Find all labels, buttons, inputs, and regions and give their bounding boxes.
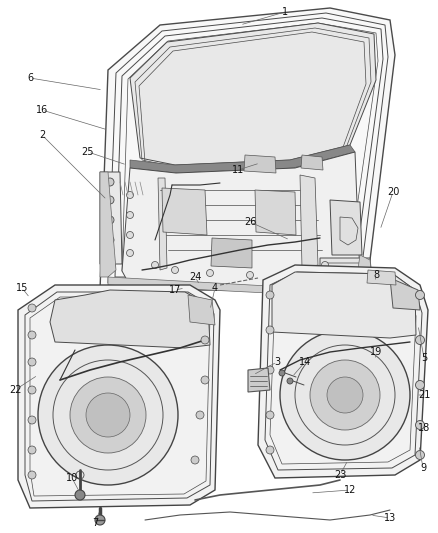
Polygon shape bbox=[330, 200, 362, 255]
Text: 10: 10 bbox=[66, 473, 78, 483]
Text: 25: 25 bbox=[82, 147, 94, 157]
Text: 11: 11 bbox=[232, 165, 244, 175]
Polygon shape bbox=[367, 270, 396, 285]
Circle shape bbox=[416, 335, 424, 344]
Circle shape bbox=[196, 304, 204, 312]
Circle shape bbox=[191, 456, 199, 464]
Circle shape bbox=[28, 331, 36, 339]
Text: 24: 24 bbox=[189, 272, 201, 282]
Circle shape bbox=[127, 191, 134, 198]
Polygon shape bbox=[158, 178, 167, 270]
Text: 8: 8 bbox=[373, 270, 379, 280]
Circle shape bbox=[416, 450, 424, 459]
Polygon shape bbox=[100, 172, 122, 264]
Circle shape bbox=[279, 370, 285, 376]
Polygon shape bbox=[108, 277, 348, 297]
Circle shape bbox=[206, 270, 213, 277]
Text: 2: 2 bbox=[39, 130, 45, 140]
Circle shape bbox=[201, 376, 209, 384]
Circle shape bbox=[327, 377, 363, 413]
Circle shape bbox=[416, 381, 424, 390]
Polygon shape bbox=[100, 172, 116, 277]
Polygon shape bbox=[100, 8, 395, 290]
Circle shape bbox=[28, 416, 36, 424]
Circle shape bbox=[106, 196, 114, 204]
Circle shape bbox=[172, 266, 179, 273]
Text: 1: 1 bbox=[282, 7, 288, 17]
Text: 6: 6 bbox=[27, 73, 33, 83]
Circle shape bbox=[201, 336, 209, 344]
Circle shape bbox=[310, 360, 380, 430]
Text: 13: 13 bbox=[384, 513, 396, 523]
Polygon shape bbox=[211, 238, 252, 268]
Text: 18: 18 bbox=[418, 423, 430, 433]
Circle shape bbox=[28, 304, 36, 312]
Circle shape bbox=[28, 471, 36, 479]
Circle shape bbox=[266, 291, 274, 299]
Circle shape bbox=[127, 249, 134, 256]
Circle shape bbox=[287, 378, 293, 384]
Circle shape bbox=[106, 254, 114, 262]
Text: 21: 21 bbox=[418, 390, 430, 400]
Text: 15: 15 bbox=[16, 283, 28, 293]
Polygon shape bbox=[50, 290, 210, 348]
Text: 7: 7 bbox=[92, 518, 98, 528]
Polygon shape bbox=[122, 152, 360, 292]
Polygon shape bbox=[130, 145, 355, 173]
Circle shape bbox=[86, 393, 130, 437]
Circle shape bbox=[70, 377, 146, 453]
Text: 14: 14 bbox=[299, 357, 311, 367]
Circle shape bbox=[106, 216, 114, 224]
Circle shape bbox=[416, 290, 424, 300]
Polygon shape bbox=[255, 190, 296, 235]
Polygon shape bbox=[258, 265, 428, 478]
Circle shape bbox=[28, 446, 36, 454]
Circle shape bbox=[286, 269, 293, 276]
Text: 12: 12 bbox=[344, 485, 356, 495]
Polygon shape bbox=[320, 258, 373, 290]
Circle shape bbox=[28, 386, 36, 394]
Text: 19: 19 bbox=[370, 347, 382, 357]
Circle shape bbox=[127, 231, 134, 238]
Polygon shape bbox=[38, 340, 78, 390]
Circle shape bbox=[266, 366, 274, 374]
Circle shape bbox=[280, 330, 410, 460]
Text: 9: 9 bbox=[420, 463, 426, 473]
Circle shape bbox=[152, 262, 159, 269]
Text: 23: 23 bbox=[334, 470, 346, 480]
Polygon shape bbox=[244, 155, 276, 173]
Circle shape bbox=[247, 271, 254, 279]
Circle shape bbox=[266, 411, 274, 419]
Polygon shape bbox=[390, 278, 420, 310]
Circle shape bbox=[28, 358, 36, 366]
Circle shape bbox=[106, 236, 114, 244]
Polygon shape bbox=[300, 175, 318, 268]
Text: 17: 17 bbox=[169, 285, 181, 295]
Circle shape bbox=[106, 178, 114, 186]
Text: 16: 16 bbox=[36, 105, 48, 115]
Circle shape bbox=[321, 262, 328, 269]
Text: 20: 20 bbox=[387, 187, 399, 197]
Circle shape bbox=[75, 490, 85, 500]
Text: 3: 3 bbox=[274, 357, 280, 367]
Circle shape bbox=[266, 326, 274, 334]
Text: 22: 22 bbox=[9, 385, 21, 395]
Polygon shape bbox=[355, 255, 373, 295]
Polygon shape bbox=[272, 272, 416, 338]
Text: 4: 4 bbox=[212, 283, 218, 293]
Circle shape bbox=[266, 446, 274, 454]
Circle shape bbox=[196, 411, 204, 419]
Polygon shape bbox=[130, 23, 376, 165]
Text: 26: 26 bbox=[244, 217, 256, 227]
Circle shape bbox=[416, 421, 424, 430]
Polygon shape bbox=[248, 368, 270, 392]
Circle shape bbox=[95, 515, 105, 525]
Polygon shape bbox=[188, 295, 215, 325]
Polygon shape bbox=[301, 155, 323, 170]
Circle shape bbox=[127, 212, 134, 219]
Polygon shape bbox=[18, 285, 220, 508]
Text: 5: 5 bbox=[421, 353, 427, 363]
Polygon shape bbox=[162, 188, 207, 235]
Circle shape bbox=[38, 345, 178, 485]
